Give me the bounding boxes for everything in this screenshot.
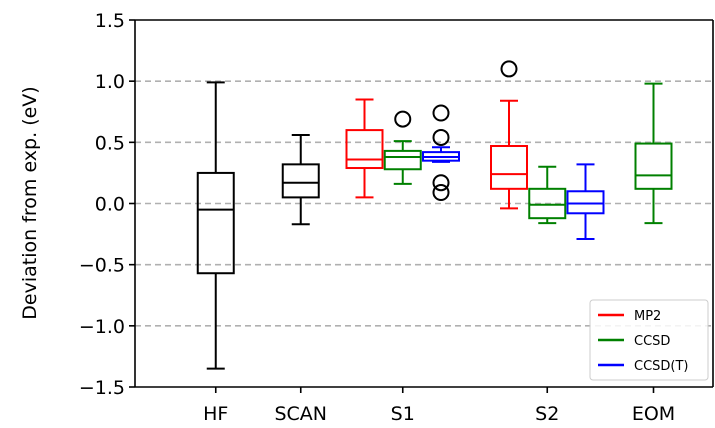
box-iqr [345,129,384,170]
box-s1-ccsdt [422,104,460,201]
box-eom [634,82,673,225]
outlier-point [432,183,450,201]
box-iqr [634,142,673,190]
y-tick-label: −0.5 [79,255,125,277]
legend-frame [589,299,709,381]
box-s1-mp2 [345,98,384,199]
outlier-point [500,60,518,78]
box-s1-ccsd [383,110,422,185]
y-tick-label: −1.5 [79,377,125,399]
outlier-point [432,104,450,122]
box-iqr [281,163,320,199]
x-tick-label: SCAN [274,403,327,425]
outlier-point [432,128,450,146]
legend-label: MP2 [634,309,661,324]
box-iqr [490,145,528,190]
y-tick-label: 0.0 [95,194,125,216]
y-ticks: −1.5 −1.0 −0.5 0.0 0.5 1.0 1.5 [79,10,135,399]
y-tick-label: −1.0 [79,316,125,338]
y-tick-label: 1.0 [95,71,125,93]
y-tick-label: 1.5 [95,10,125,32]
box-iqr [528,187,567,220]
legend-label: CCSD [634,334,670,349]
x-tick-label: S1 [391,403,415,425]
x-tick-label: HF [203,403,228,425]
y-axis-label: Deviation from exp. (eV) [19,86,41,319]
outlier-point [394,110,412,128]
box-iqr [196,171,235,275]
box-s2-ccsd [528,165,567,225]
x-tick-label: S2 [535,403,559,425]
legend: MP2 CCSD CCSD(T) [589,299,709,381]
box-iqr [566,190,605,215]
box-s2-mp2 [490,60,528,210]
box-series [196,60,673,370]
box-hf [196,81,235,370]
outlier-point [432,174,450,192]
y-tick-label: 0.5 [95,132,125,154]
box-scan [281,133,320,226]
x-tick-label: EOM [632,403,675,425]
gridlines [135,80,713,327]
legend-label: CCSD(T) [634,359,689,374]
box-s2-ccsdt [566,163,605,240]
x-ticks: HF SCAN S1 S2 EOM [203,387,675,425]
box-iqr [383,149,422,171]
